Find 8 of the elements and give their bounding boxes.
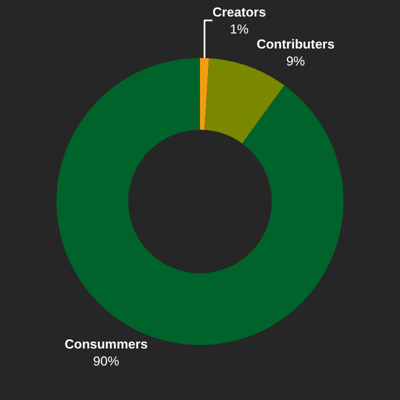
slice-label: Contributers — [256, 36, 335, 52]
donut-slice — [204, 58, 284, 144]
data-label: 90% — [93, 353, 120, 368]
data-label: 9% — [286, 53, 306, 68]
donut-slice — [200, 58, 210, 130]
slice-label: Creators — [212, 4, 266, 20]
slice-label: Consummers — [64, 336, 148, 352]
data-label: 1% — [230, 21, 250, 36]
